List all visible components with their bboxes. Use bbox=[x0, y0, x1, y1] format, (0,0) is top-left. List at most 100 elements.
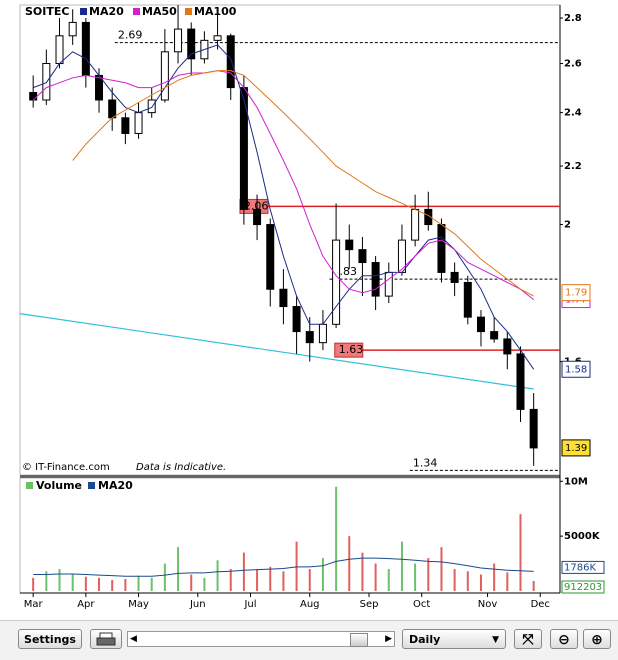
candle-body bbox=[305, 331, 314, 344]
volume-bar bbox=[453, 569, 456, 591]
legend-label: MA20 bbox=[98, 479, 133, 492]
candle-body bbox=[29, 92, 38, 101]
zoom-out[interactable]: ⊖ bbox=[550, 629, 578, 649]
level-label: 1.63 bbox=[339, 343, 364, 356]
level-label: 2.06 bbox=[244, 199, 269, 212]
candle-body bbox=[108, 99, 117, 119]
volume-bar bbox=[414, 563, 417, 591]
candle-body bbox=[42, 63, 51, 101]
volume-bar bbox=[374, 563, 377, 591]
candle-body bbox=[384, 271, 393, 297]
volume-bar bbox=[519, 514, 522, 591]
legend-label: MA100 bbox=[194, 5, 237, 18]
zoom-fit[interactable]: ⤧ bbox=[514, 629, 542, 649]
x-tick-label: Aug bbox=[300, 599, 320, 610]
volume-bar bbox=[427, 558, 430, 591]
candle-body bbox=[253, 208, 262, 226]
scroll-thumb[interactable] bbox=[350, 633, 368, 647]
scroll-left[interactable]: ◀ bbox=[130, 634, 137, 644]
chart-title: SOITEC bbox=[25, 5, 69, 18]
x-tick-label: Sep bbox=[360, 599, 379, 610]
candle-body bbox=[160, 51, 169, 101]
volume-bar bbox=[137, 575, 140, 591]
volume-bar bbox=[177, 547, 180, 591]
legend-label: Volume bbox=[36, 479, 82, 492]
volume-bar bbox=[295, 541, 298, 591]
legend-label: MA20 bbox=[89, 5, 124, 18]
volume-tag-label: 1786K bbox=[564, 562, 596, 573]
candle-body bbox=[529, 408, 538, 449]
volume-bar bbox=[203, 577, 206, 591]
volume-tag-label: 912203 bbox=[564, 582, 602, 593]
candle-body bbox=[213, 35, 222, 41]
ma-line bbox=[32, 70, 535, 300]
volume-bar bbox=[361, 552, 364, 591]
volume-bar bbox=[466, 571, 469, 591]
volume-bar bbox=[282, 571, 285, 591]
volume-bar bbox=[45, 571, 48, 591]
candle-body bbox=[358, 249, 367, 264]
zoom-in[interactable]: ⊕ bbox=[583, 629, 611, 649]
candle-body bbox=[174, 28, 183, 53]
legend-box bbox=[21, 6, 235, 19]
volume-bar bbox=[124, 578, 127, 591]
volume-y-tick-label: 10M bbox=[564, 476, 588, 487]
y-tick-label: 2 bbox=[564, 220, 571, 231]
print-button[interactable] bbox=[90, 629, 122, 649]
price-panel bbox=[19, 4, 561, 476]
ma-line bbox=[33, 44, 535, 370]
volume-bar bbox=[493, 563, 496, 591]
volume-ma-line bbox=[33, 557, 534, 577]
legend-label: MA50 bbox=[142, 5, 177, 18]
x-tick-label: Mar bbox=[24, 599, 44, 610]
volume-bar bbox=[32, 577, 35, 591]
candle-body bbox=[68, 21, 77, 37]
price-tag bbox=[561, 360, 591, 378]
candle-body bbox=[121, 117, 130, 134]
interval-select[interactable]: Daily ▼ bbox=[402, 629, 506, 649]
candle-body bbox=[226, 35, 235, 89]
volume-bar bbox=[479, 574, 482, 591]
legend-swatch bbox=[88, 482, 95, 489]
scroll-right[interactable]: ▶ bbox=[385, 634, 392, 644]
legend-swatch bbox=[133, 8, 140, 15]
volume-bar bbox=[229, 569, 232, 591]
candle-body bbox=[81, 21, 90, 76]
candle-body bbox=[397, 239, 406, 273]
x-tick-label: May bbox=[128, 599, 149, 610]
candle-body bbox=[55, 35, 64, 65]
settings-button[interactable]: Settings bbox=[18, 629, 82, 649]
volume-bar bbox=[506, 572, 509, 591]
volume-bar bbox=[150, 577, 153, 591]
volume-bar bbox=[440, 547, 443, 591]
candle-body bbox=[266, 224, 275, 290]
scrollbar[interactable]: ◀ ▶ bbox=[127, 631, 395, 647]
volume-bar bbox=[84, 576, 87, 591]
candle-body bbox=[292, 306, 301, 333]
candle-body bbox=[476, 316, 485, 333]
price-tag-label: 1.58 bbox=[565, 364, 587, 375]
x-tick-label: Dec bbox=[531, 599, 550, 610]
chart: SOITEC MA20MA50MA1002.82.62.42.221.6MarA… bbox=[19, 4, 605, 610]
candle-body bbox=[147, 99, 156, 114]
candle-body bbox=[239, 87, 248, 210]
legend-swatch bbox=[26, 482, 33, 489]
y-tick-label: 2.8 bbox=[564, 13, 582, 24]
volume-bar bbox=[308, 569, 311, 591]
candle-body bbox=[187, 28, 196, 60]
x-tick-label: Jun bbox=[189, 599, 206, 610]
price-tag bbox=[561, 439, 591, 457]
candle-body bbox=[345, 239, 354, 251]
volume-bar bbox=[163, 563, 166, 591]
x-tick-label: Nov bbox=[478, 599, 498, 610]
legend-swatch bbox=[185, 8, 192, 15]
volume-panel bbox=[19, 477, 561, 594]
volume-bar bbox=[321, 558, 324, 591]
volume-bar bbox=[242, 552, 245, 591]
x-tick-label: Oct bbox=[413, 599, 430, 610]
candle-body bbox=[424, 208, 433, 226]
volume-bar bbox=[216, 560, 219, 591]
price-tag bbox=[561, 284, 591, 302]
level-label-box bbox=[334, 342, 364, 358]
